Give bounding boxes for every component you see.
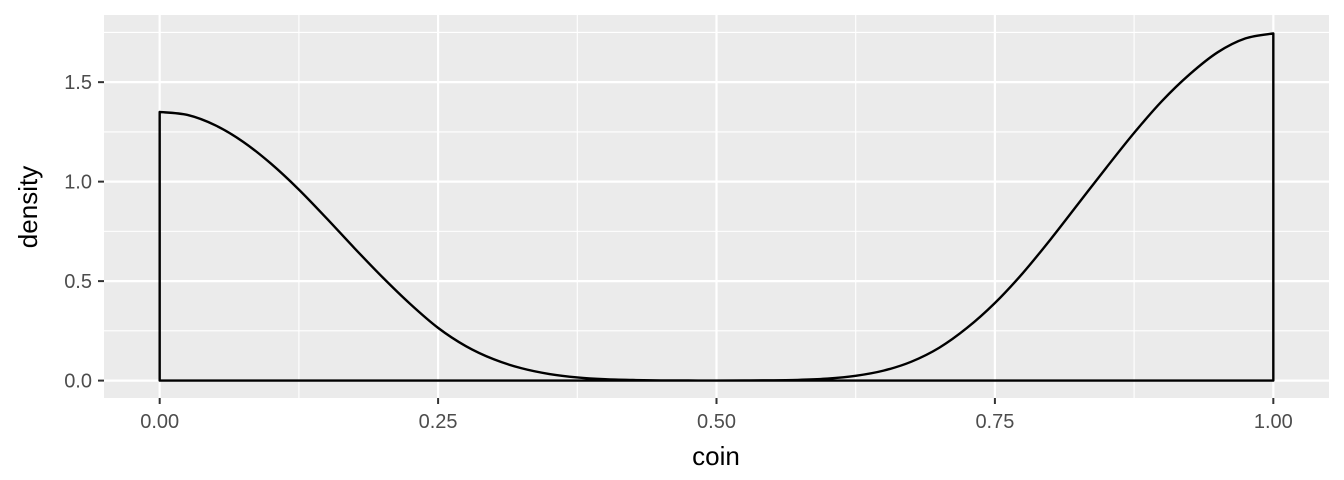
- density-series: [158, 32, 1275, 382]
- y-axis-title: density: [13, 166, 43, 248]
- y-tick-label: 0.0: [64, 371, 92, 393]
- x-axis: 0.00 0.25 0.50 0.75 1.00: [140, 398, 1293, 433]
- x-tick-label: 1.00: [1254, 411, 1293, 433]
- x-tick-label: 0.75: [975, 411, 1014, 433]
- y-tick-label: 1.0: [64, 172, 92, 194]
- y-tick-label: 1.5: [64, 72, 92, 94]
- x-tick-label: 0.25: [419, 411, 458, 433]
- x-tick-label: 0.00: [140, 411, 179, 433]
- x-axis-title: coin: [692, 441, 740, 471]
- x-tick-label: 0.50: [697, 411, 736, 433]
- y-tick-label: 0.5: [64, 271, 92, 293]
- density-curve: [158, 32, 1275, 382]
- y-axis: 0.0 0.5 1.0 1.5: [64, 72, 104, 393]
